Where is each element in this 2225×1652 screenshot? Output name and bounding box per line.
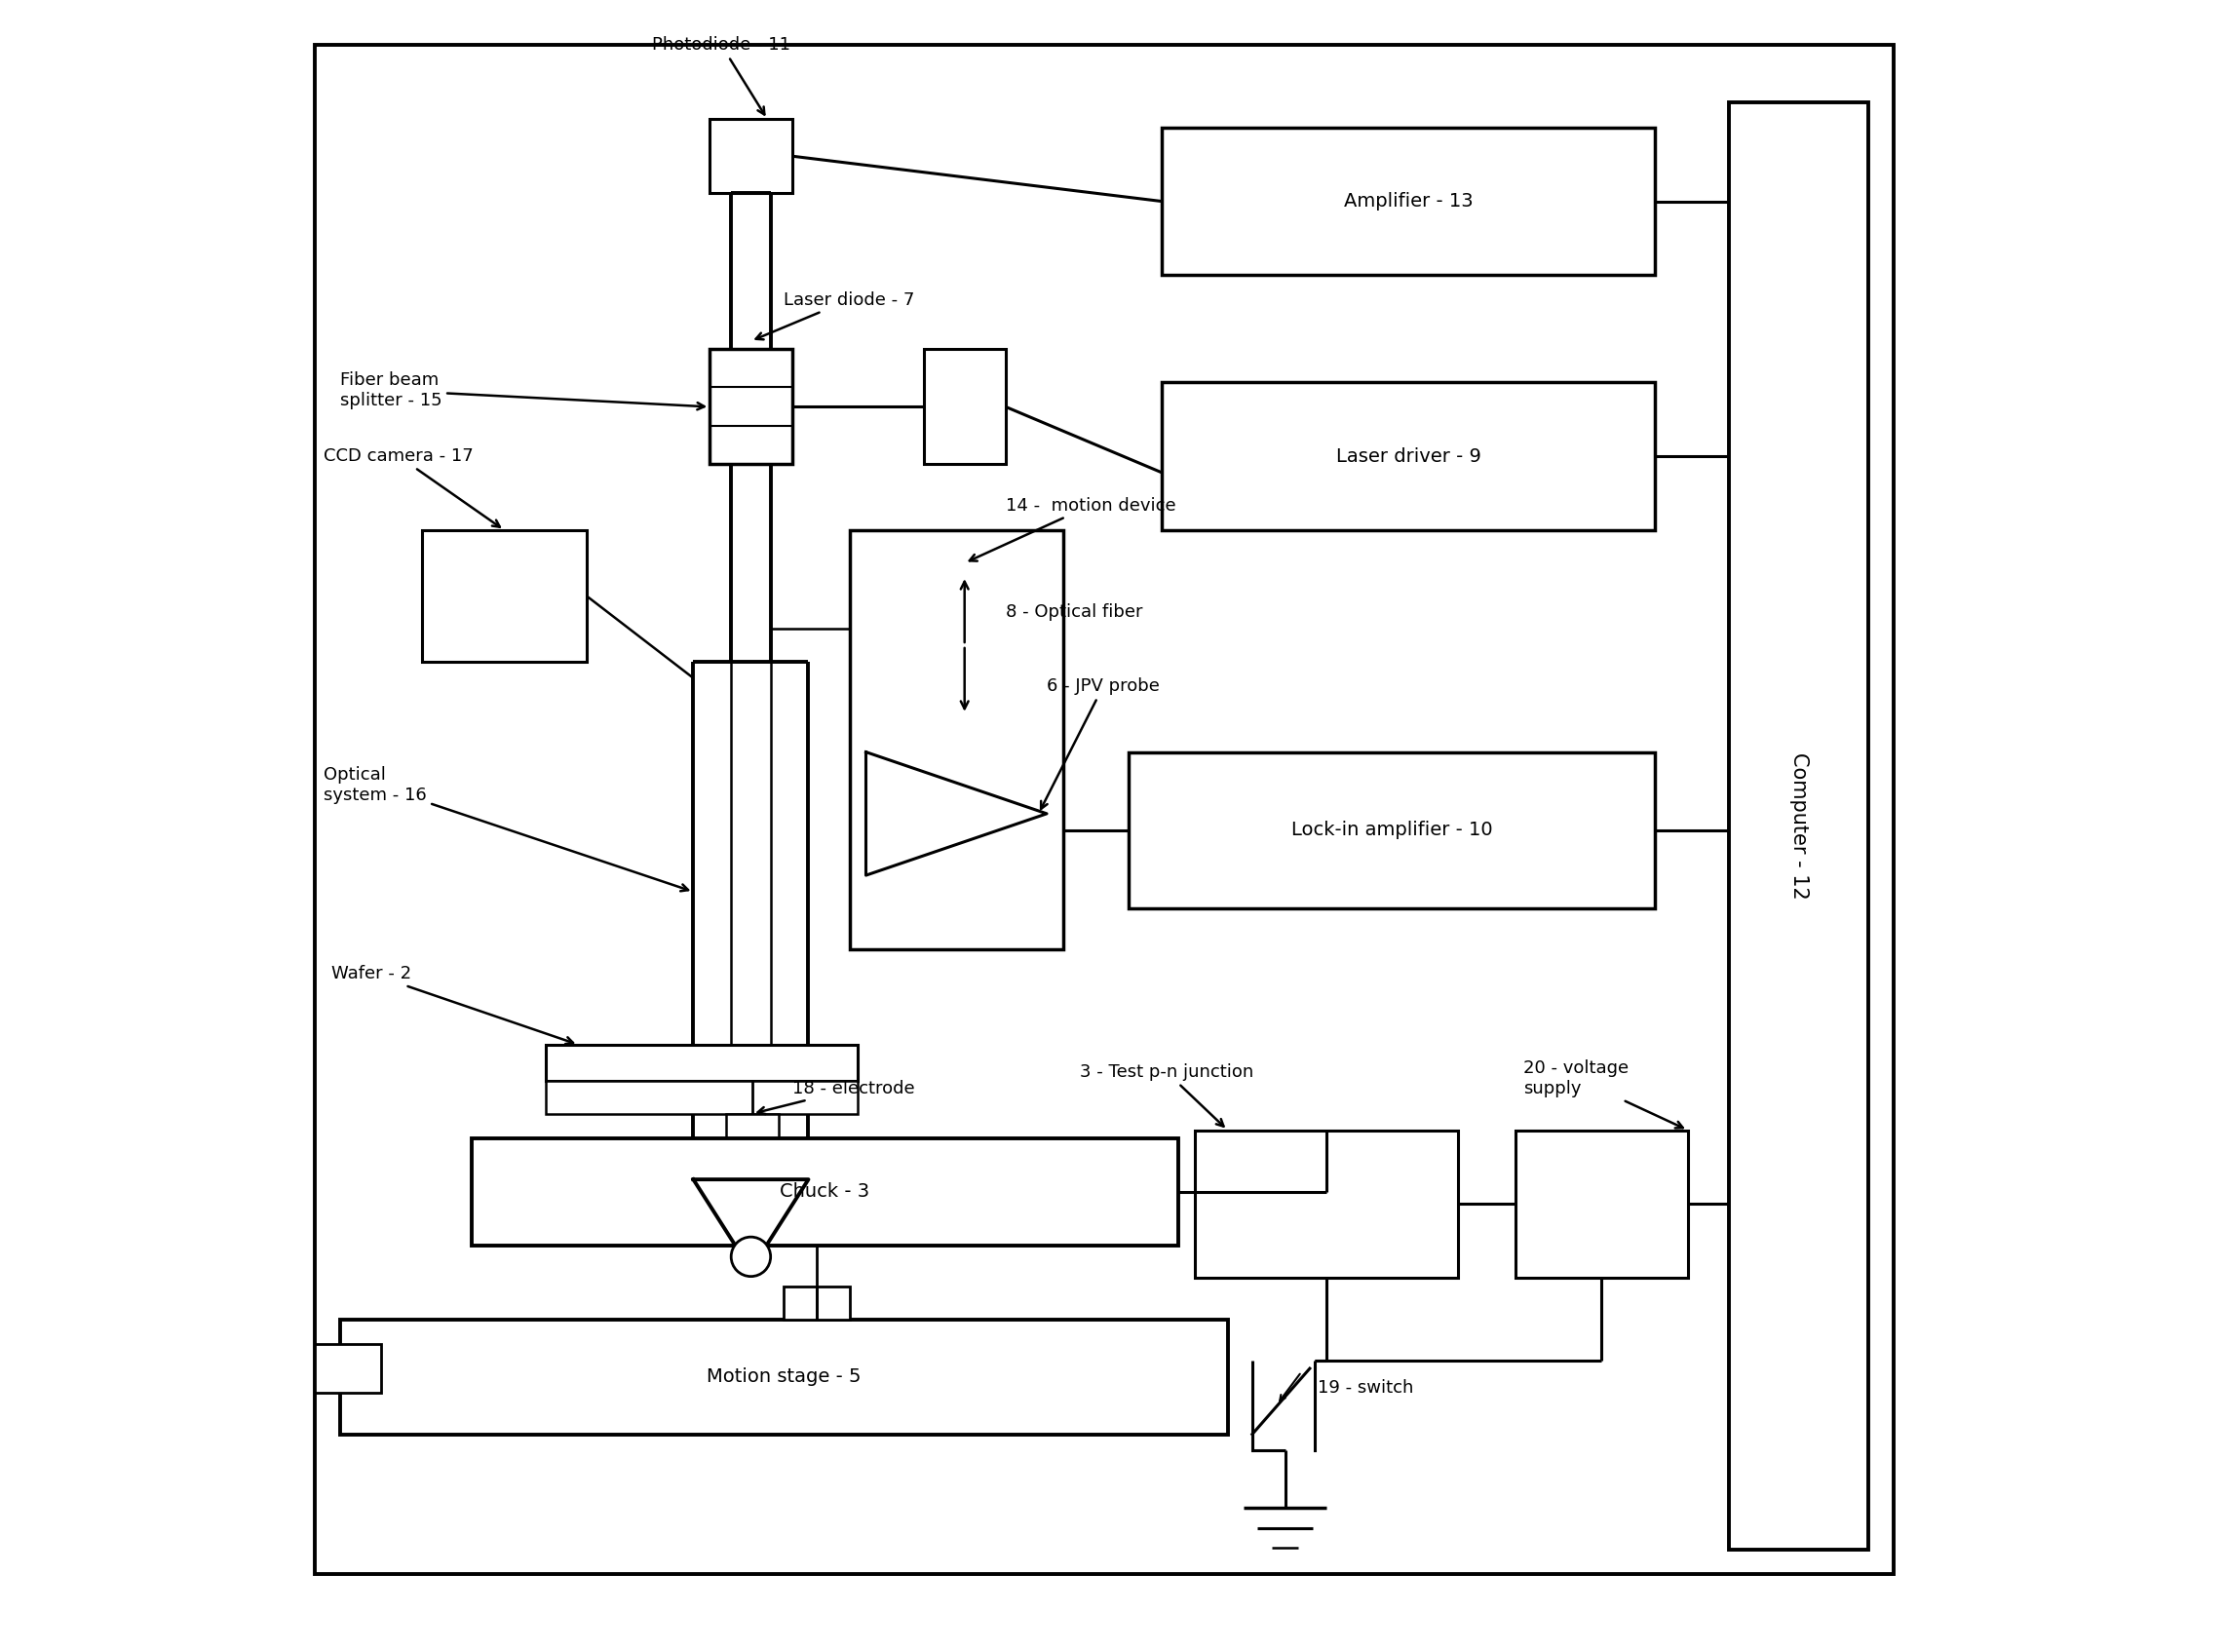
Bar bbox=[1515, 1130, 1689, 1279]
Circle shape bbox=[732, 1237, 770, 1277]
Bar bbox=[1195, 1130, 1457, 1279]
Bar bbox=[710, 119, 792, 193]
Bar bbox=[1161, 127, 1655, 276]
Text: CCD camera - 17: CCD camera - 17 bbox=[323, 448, 501, 527]
Bar bbox=[1729, 102, 1869, 1550]
Text: Chuck - 3: Chuck - 3 bbox=[781, 1183, 870, 1201]
Bar bbox=[850, 530, 1064, 950]
Bar bbox=[1161, 382, 1655, 530]
Bar bbox=[472, 1138, 1179, 1246]
Polygon shape bbox=[866, 752, 1046, 876]
Bar bbox=[1128, 752, 1655, 909]
Bar bbox=[923, 349, 1006, 464]
Bar bbox=[783, 1287, 850, 1320]
Bar bbox=[316, 1343, 380, 1393]
Text: 3 - Test p-n junction: 3 - Test p-n junction bbox=[1079, 1064, 1253, 1127]
Polygon shape bbox=[694, 1180, 808, 1270]
Text: 20 - voltage
supply: 20 - voltage supply bbox=[1524, 1059, 1682, 1128]
Text: Optical
system - 16: Optical system - 16 bbox=[323, 767, 688, 890]
Bar bbox=[340, 1320, 1228, 1434]
Text: 14 -  motion device: 14 - motion device bbox=[970, 497, 1175, 562]
Text: Fiber beam
splitter - 15: Fiber beam splitter - 15 bbox=[340, 372, 705, 410]
Text: Wafer - 2: Wafer - 2 bbox=[332, 965, 574, 1044]
Text: Computer - 12: Computer - 12 bbox=[1789, 753, 1809, 899]
Text: Motion stage - 5: Motion stage - 5 bbox=[708, 1368, 861, 1386]
Text: 6 - JPV probe: 6 - JPV probe bbox=[1041, 677, 1159, 809]
Text: Lock-in amplifier - 10: Lock-in amplifier - 10 bbox=[1290, 821, 1493, 839]
Bar bbox=[725, 1113, 779, 1146]
Text: Amplifier - 13: Amplifier - 13 bbox=[1344, 192, 1473, 210]
Text: Laser driver - 9: Laser driver - 9 bbox=[1335, 448, 1482, 466]
Bar bbox=[545, 1080, 857, 1113]
Bar bbox=[423, 530, 587, 661]
Bar bbox=[908, 563, 1021, 727]
Text: 19 - switch: 19 - switch bbox=[1317, 1379, 1413, 1398]
Text: Laser diode - 7: Laser diode - 7 bbox=[756, 291, 914, 340]
Bar bbox=[710, 349, 792, 464]
Text: 18 - electrode: 18 - electrode bbox=[759, 1080, 914, 1113]
Bar bbox=[545, 1044, 857, 1080]
Text: Photodiode - 11: Photodiode - 11 bbox=[652, 36, 790, 114]
Text: 8 - Optical fiber: 8 - Optical fiber bbox=[1006, 603, 1144, 621]
